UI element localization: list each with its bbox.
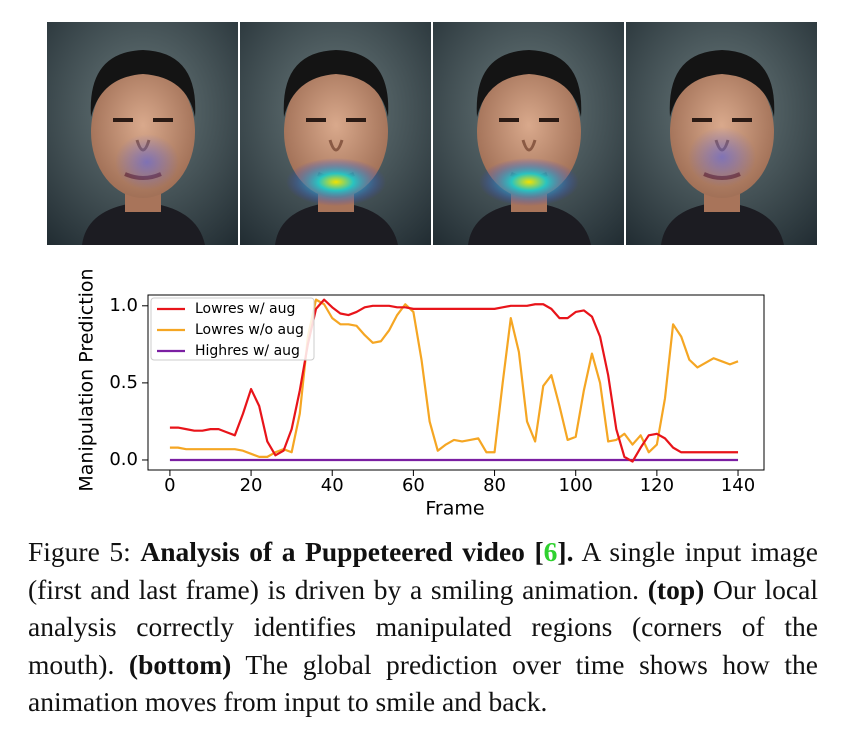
caption-bold-text: 6	[543, 536, 558, 567]
caption-bold-text: (bottom)	[128, 648, 232, 680]
legend-label: Lowres w/ aug	[195, 301, 295, 317]
y-tick-label: 1.0	[109, 295, 138, 316]
x-axis-label: Frame	[425, 498, 484, 520]
caption-bold-text: ].	[557, 536, 574, 567]
y-axis-label: Manipulation Prediction	[76, 268, 98, 491]
x-tick-label: 80	[483, 475, 506, 496]
x-tick-label: 20	[240, 475, 263, 496]
caption-text: Our local analysis correctly identifies …	[28, 573, 818, 680]
caption-text: The global prediction over time shows ho…	[28, 648, 818, 718]
chart: Manipulation Prediction Frame 0 20 40 60 80 1…	[76, 268, 765, 520]
line-series	[169, 298, 739, 458]
legend-label: Lowres w/o aug	[195, 322, 304, 338]
image-strip	[45, 20, 819, 247]
legend-label: Highres w/ aug	[195, 343, 300, 359]
caption-text: Figure 5:	[28, 536, 141, 567]
legend-box	[150, 297, 315, 361]
x-tick-label: 120	[640, 475, 674, 496]
line-series	[169, 298, 739, 463]
plot-frame	[147, 294, 765, 471]
x-tick-label: 40	[321, 475, 344, 496]
caption: Figure 5: Analysis of a Puppeteered vide…	[28, 533, 818, 721]
x-tick-label: 0	[164, 475, 175, 496]
caption-text: A single input image (first and last fra…	[28, 536, 818, 605]
y-tick-label: 0.0	[109, 449, 138, 470]
x-tick-label: 140	[721, 475, 755, 496]
y-tick-label: 0.5	[109, 372, 138, 393]
caption-bold-text: Analysis of a Puppeteered video [	[140, 536, 544, 567]
x-tick-label: 60	[402, 475, 425, 496]
x-tick-label: 100	[559, 475, 593, 496]
caption-bold-text: (top)	[647, 573, 705, 605]
